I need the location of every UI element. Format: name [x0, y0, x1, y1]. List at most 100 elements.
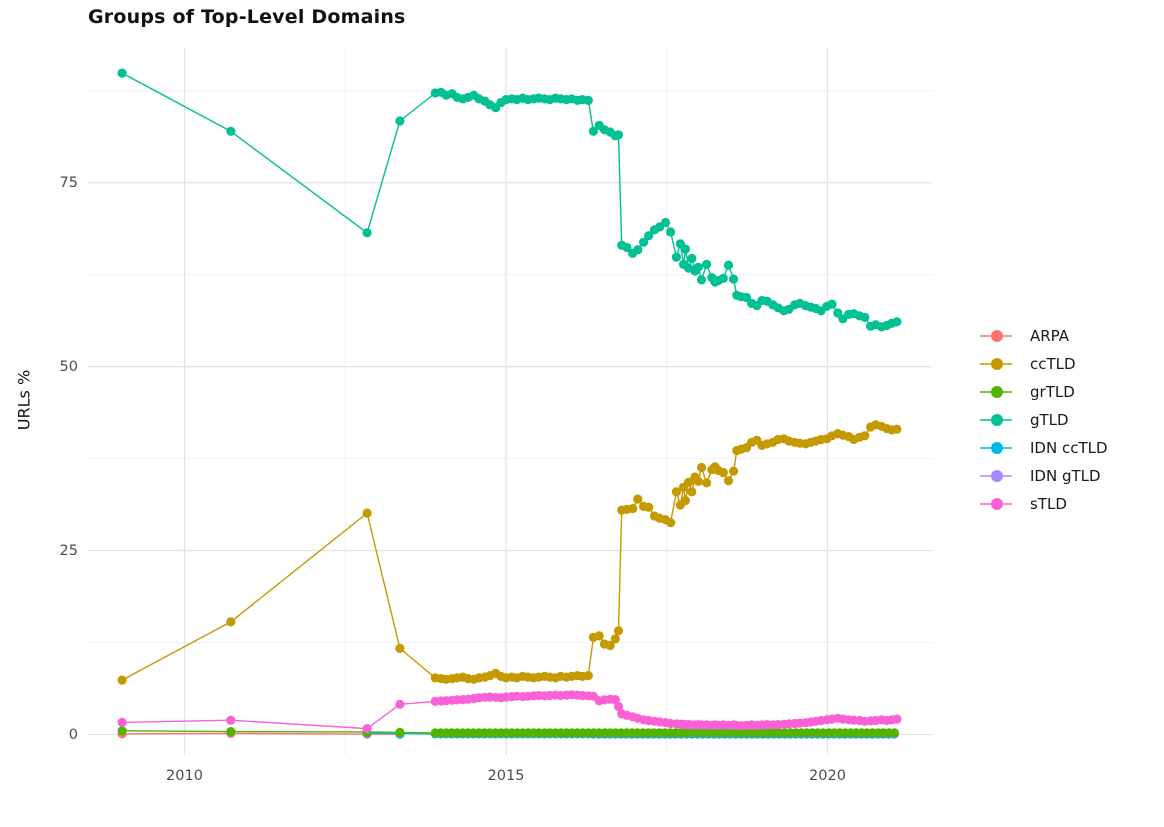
data-point	[892, 317, 902, 327]
legend-key-icon	[978, 383, 1020, 401]
legend-key-icon	[978, 355, 1020, 373]
series-gTLD	[117, 68, 902, 332]
data-point	[723, 260, 734, 270]
legend-item-IDN-ccTLD: IDN ccTLD	[978, 434, 1108, 462]
data-point	[693, 262, 703, 272]
series-ccTLD	[117, 420, 902, 685]
data-point	[680, 496, 691, 506]
data-point	[687, 253, 697, 264]
data-point	[362, 228, 372, 238]
data-point	[610, 695, 620, 705]
legend-item-grTLD: grTLD	[978, 378, 1108, 406]
data-point	[583, 671, 593, 681]
legend-key-icon	[978, 411, 1020, 429]
legend-key-icon	[978, 439, 1020, 457]
data-point	[622, 242, 632, 253]
data-point	[827, 299, 837, 309]
data-point	[226, 727, 236, 737]
data-point	[693, 476, 703, 486]
x-tick-label: 2015	[487, 768, 525, 784]
data-point	[395, 116, 405, 126]
data-point	[684, 477, 694, 487]
legend-item-ccTLD: ccTLD	[978, 350, 1108, 378]
data-point	[892, 714, 902, 724]
data-point	[613, 701, 624, 712]
series-sTLD	[117, 690, 902, 734]
data-point	[671, 252, 682, 262]
data-point	[583, 95, 593, 105]
data-point	[860, 312, 870, 322]
y-tick-label: 50	[59, 358, 78, 375]
data-point	[362, 508, 372, 518]
data-point	[723, 476, 734, 486]
legend-key-icon	[978, 495, 1020, 513]
data-point	[605, 640, 615, 651]
data-point	[117, 675, 127, 685]
legend-item-label: grTLD	[1030, 383, 1075, 401]
legend-item-label: sTLD	[1030, 495, 1067, 513]
data-point	[117, 68, 127, 78]
data-point	[594, 631, 604, 641]
data-point	[860, 431, 870, 441]
data-point	[892, 424, 902, 434]
grid-minor	[88, 48, 932, 755]
data-point	[696, 462, 707, 473]
data-point	[671, 487, 682, 497]
x-tick-label: 2020	[809, 768, 846, 784]
data-point	[666, 518, 676, 528]
legend-item-label: gTLD	[1030, 411, 1069, 429]
data-point	[588, 126, 599, 136]
data-point	[610, 634, 620, 644]
data-point	[639, 237, 649, 247]
legend-item-gTLD: gTLD	[978, 406, 1108, 434]
data-point	[117, 717, 127, 728]
data-point	[889, 728, 900, 738]
legend-item-ARPA: ARPA	[978, 322, 1108, 350]
legend-item-label: ccTLD	[1030, 355, 1076, 373]
data-point	[613, 626, 624, 636]
legend-item-label: ARPA	[1030, 327, 1070, 345]
data-point	[613, 130, 624, 140]
data-point	[226, 715, 236, 725]
data-point	[628, 504, 638, 514]
data-point	[660, 217, 671, 228]
data-point	[687, 487, 697, 497]
data-point	[718, 273, 728, 283]
data-point	[666, 227, 676, 237]
data-point	[226, 126, 236, 136]
data-point	[729, 274, 739, 284]
data-point	[644, 231, 654, 241]
data-point	[696, 275, 707, 285]
data-point	[362, 724, 372, 734]
legend-item-IDN-gTLD: IDN gTLD	[978, 462, 1108, 490]
data-point	[633, 494, 643, 504]
data-point	[395, 727, 405, 738]
legend: ARPA ccTLD grTLD gTLD IDN ccTLD IDN gTLD sTLD	[978, 322, 1108, 518]
x-tick-label: 2010	[166, 768, 203, 784]
data-point	[395, 643, 405, 654]
chart-title: Groups of Top-Level Domains	[88, 6, 406, 28]
grid-major	[88, 48, 932, 755]
legend-item-label: IDN gTLD	[1030, 467, 1101, 485]
data-point	[702, 478, 712, 488]
data-point	[395, 699, 405, 709]
legend-key-icon	[978, 327, 1020, 345]
data-point	[633, 245, 643, 255]
data-point	[702, 259, 712, 269]
series-grTLD	[117, 726, 900, 738]
legend-item-label: IDN ccTLD	[1030, 439, 1108, 457]
legend-item-sTLD: sTLD	[978, 490, 1108, 518]
data-point	[680, 244, 691, 254]
series-ARPA	[117, 728, 405, 739]
y-tick-label: 25	[59, 542, 78, 559]
data-point	[226, 617, 236, 627]
data-point	[644, 502, 654, 512]
data-point	[117, 726, 127, 736]
data-point	[729, 466, 739, 476]
legend-key-icon	[978, 467, 1020, 485]
y-tick-label: 0	[68, 726, 78, 743]
data-point	[718, 468, 728, 478]
y-tick-label: 75	[59, 174, 78, 191]
